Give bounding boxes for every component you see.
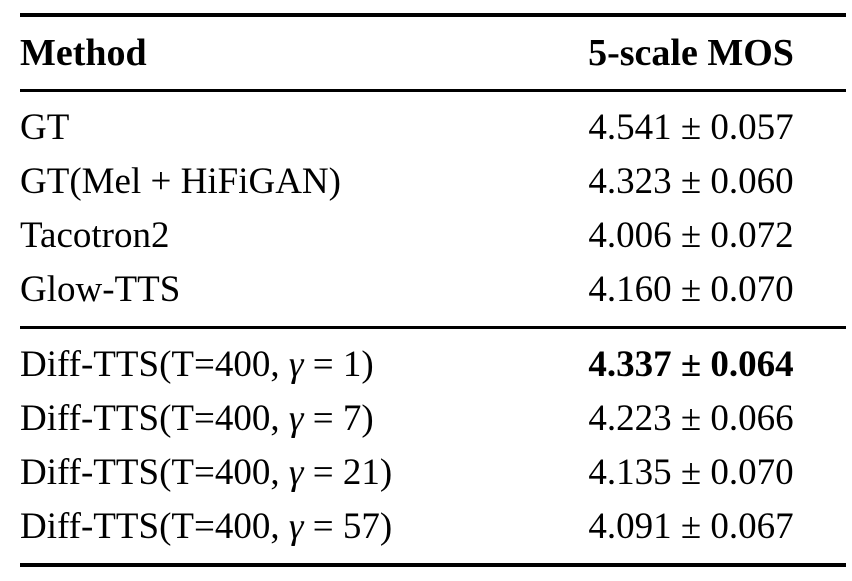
method-text: Diff-TTS(T=400, xyxy=(20,398,289,439)
method-text-suffix: = 1) xyxy=(303,344,374,385)
table-row: Diff-TTS(T=400, γ = 1) 4.337 ± 0.064 xyxy=(20,338,846,392)
method-cell: Glow-TTS xyxy=(20,263,536,317)
table-row: GT 4.541 ± 0.057 xyxy=(20,101,846,155)
mos-results-table: Method 5-scale MOS GT 4.541 ± 0.057 GT(M… xyxy=(20,13,846,567)
mos-cell: 4.091 ± 0.067 xyxy=(588,506,794,547)
header-method: Method xyxy=(20,32,147,74)
baseline-group: GT 4.541 ± 0.057 GT(Mel + HiFiGAN) 4.323… xyxy=(20,92,846,326)
mos-cell: 4.135 ± 0.070 xyxy=(588,452,794,493)
mos-cell: 4.323 ± 0.060 xyxy=(588,161,794,202)
method-text: Tacotron2 xyxy=(20,215,170,256)
method-cell: Tacotron2 xyxy=(20,209,536,263)
method-text: GT xyxy=(20,107,70,148)
method-cell: GT xyxy=(20,101,536,155)
method-cell: Diff-TTS(T=400, γ = 57) xyxy=(20,500,536,554)
header-mos: 5-scale MOS xyxy=(588,32,794,74)
method-text: Diff-TTS(T=400, xyxy=(20,452,289,493)
table-group-rule xyxy=(20,326,846,329)
method-text: Glow-TTS xyxy=(20,269,181,310)
table-row: Diff-TTS(T=400, γ = 7) 4.223 ± 0.066 xyxy=(20,392,846,446)
method-text: Diff-TTS(T=400, xyxy=(20,344,289,385)
table-row: GT(Mel + HiFiGAN) 4.323 ± 0.060 xyxy=(20,155,846,209)
mos-cell: 4.006 ± 0.072 xyxy=(588,215,794,256)
gamma-symbol: γ xyxy=(288,506,304,547)
table-bottom-rule xyxy=(20,563,846,567)
gamma-symbol: γ xyxy=(288,398,304,439)
difftts-group: Diff-TTS(T=400, γ = 1) 4.337 ± 0.064 Dif… xyxy=(20,329,846,563)
method-text-suffix: = 21) xyxy=(303,452,393,493)
table-row: Tacotron2 4.006 ± 0.072 xyxy=(20,209,846,263)
mos-cell: 4.337 ± 0.064 xyxy=(588,344,794,385)
method-text-suffix: = 7) xyxy=(303,398,374,439)
mos-cell: 4.160 ± 0.070 xyxy=(588,269,794,310)
gamma-symbol: γ xyxy=(288,344,304,385)
method-cell: GT(Mel + HiFiGAN) xyxy=(20,155,536,209)
mos-cell: 4.541 ± 0.057 xyxy=(588,107,794,148)
method-text: Diff-TTS(T=400, xyxy=(20,506,289,547)
table-row: Diff-TTS(T=400, γ = 21) 4.135 ± 0.070 xyxy=(20,446,846,500)
gamma-symbol: γ xyxy=(288,452,304,493)
table-header-row: Method 5-scale MOS xyxy=(20,17,846,89)
table-row: Glow-TTS 4.160 ± 0.070 xyxy=(20,263,846,317)
table-header-rule xyxy=(20,89,846,92)
mos-cell: 4.223 ± 0.066 xyxy=(588,398,794,439)
table-top-rule xyxy=(20,13,846,17)
method-text: GT(Mel + HiFiGAN) xyxy=(20,161,341,202)
method-cell: Diff-TTS(T=400, γ = 21) xyxy=(20,446,536,500)
table-row: Diff-TTS(T=400, γ = 57) 4.091 ± 0.067 xyxy=(20,500,846,554)
method-text-suffix: = 57) xyxy=(303,506,393,547)
method-cell: Diff-TTS(T=400, γ = 7) xyxy=(20,392,536,446)
method-cell: Diff-TTS(T=400, γ = 1) xyxy=(20,338,536,392)
